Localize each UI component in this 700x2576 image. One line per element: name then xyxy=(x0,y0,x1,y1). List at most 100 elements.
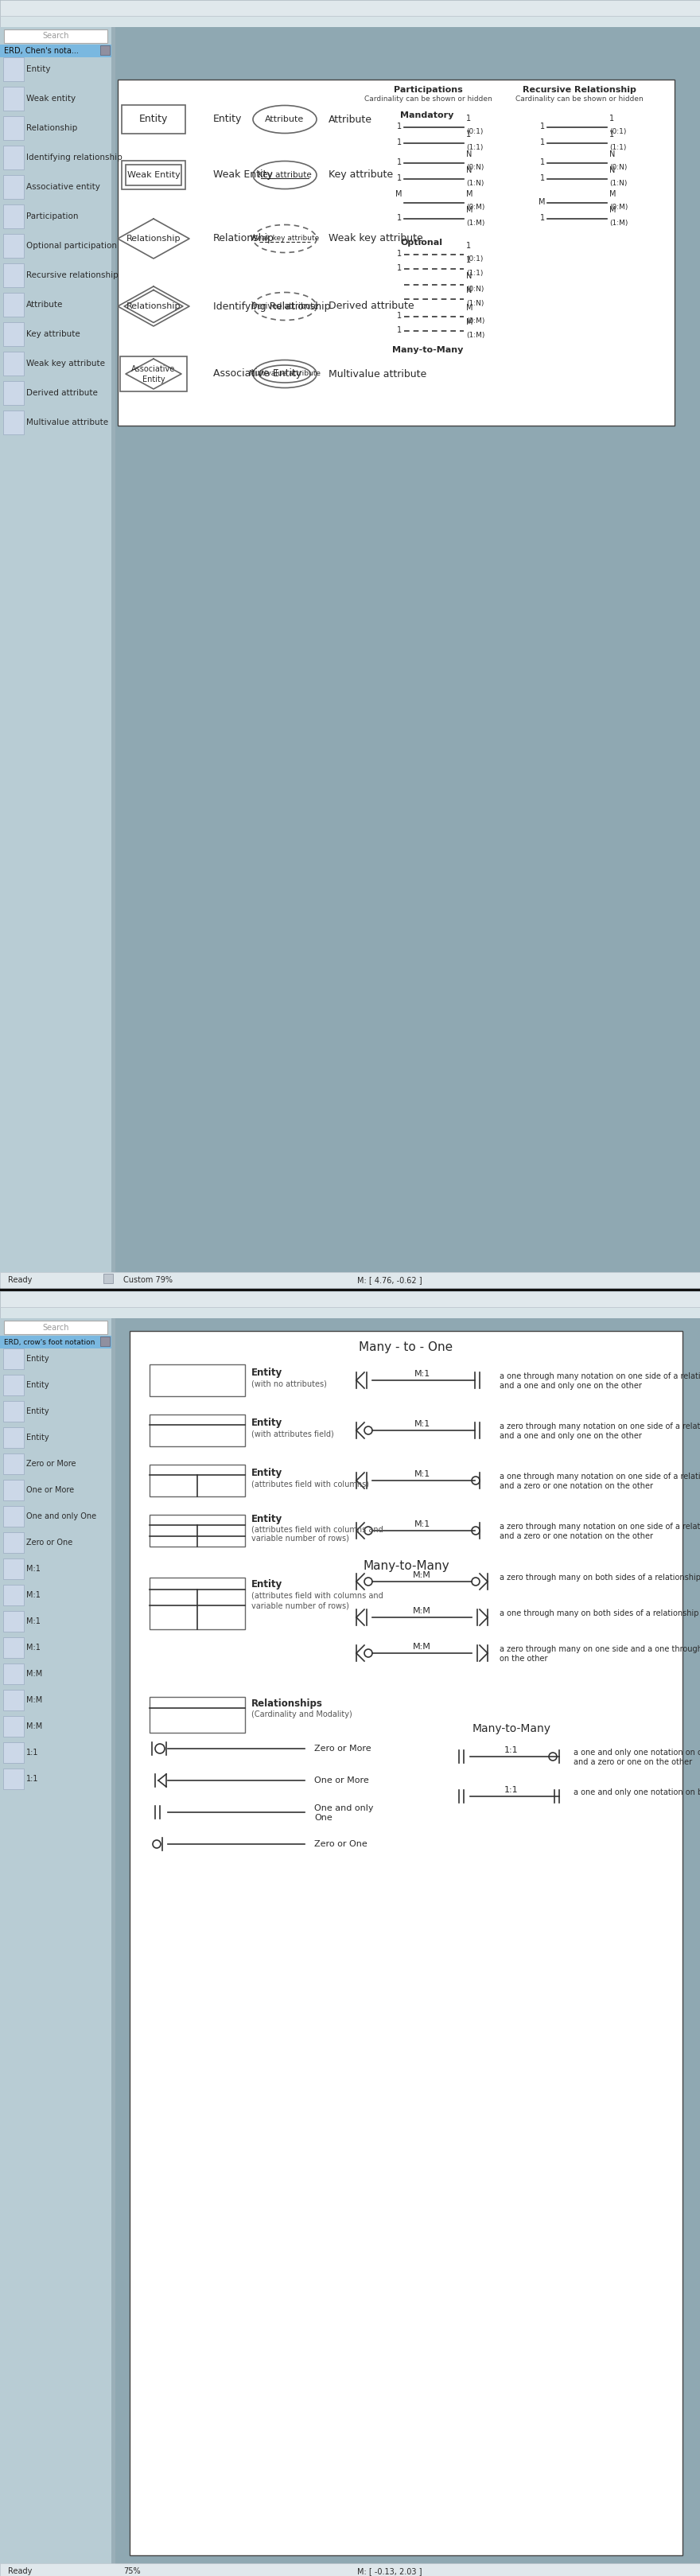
Text: and a zero or one on the other: and a zero or one on the other xyxy=(573,1759,692,1767)
Text: M: [ 4.76, -0.62 ]: M: [ 4.76, -0.62 ] xyxy=(357,1275,422,1283)
Bar xyxy=(111,1319,116,2576)
Text: Many - to - One: Many - to - One xyxy=(359,1342,453,1352)
Text: M:1: M:1 xyxy=(27,1592,41,1600)
Bar xyxy=(150,1365,245,1396)
Text: (1:M): (1:M) xyxy=(609,219,628,227)
Bar xyxy=(4,1401,24,1422)
Bar xyxy=(150,1577,245,1628)
Text: M:1: M:1 xyxy=(414,1520,430,1528)
Text: One or More: One or More xyxy=(314,1777,369,1785)
Polygon shape xyxy=(118,219,189,258)
Bar xyxy=(4,88,24,111)
Text: 1: 1 xyxy=(397,265,402,273)
Text: M:M: M:M xyxy=(413,1571,431,1579)
Text: 1: 1 xyxy=(466,113,471,124)
Text: M:1: M:1 xyxy=(27,1618,41,1625)
Text: Entity: Entity xyxy=(27,1381,49,1388)
Text: Key attribute: Key attribute xyxy=(328,170,393,180)
Bar xyxy=(4,147,24,170)
Text: (0:1): (0:1) xyxy=(466,255,483,263)
Bar xyxy=(150,1698,245,1734)
Text: Many-to-Many: Many-to-Many xyxy=(363,1558,449,1571)
Text: M:1: M:1 xyxy=(414,1370,430,1378)
Text: (0:1): (0:1) xyxy=(466,129,483,137)
Text: Associative entity: Associative entity xyxy=(27,183,100,191)
Text: M:1: M:1 xyxy=(27,1564,41,1574)
Bar xyxy=(150,1515,245,1546)
Bar xyxy=(4,1453,24,1473)
Bar xyxy=(4,1638,24,1659)
Text: M:1: M:1 xyxy=(414,1471,430,1479)
Bar xyxy=(4,1664,24,1685)
Bar xyxy=(4,1770,24,1790)
Bar xyxy=(0,1291,700,1306)
Text: Multivalue attribute: Multivalue attribute xyxy=(27,417,108,428)
Text: Associative Entity: Associative Entity xyxy=(213,368,302,379)
Text: Entity: Entity xyxy=(251,1515,283,1525)
Text: and a one and only one on the other: and a one and only one on the other xyxy=(500,1381,642,1391)
Text: 1: 1 xyxy=(397,124,402,131)
Text: Relationships: Relationships xyxy=(251,1698,323,1708)
Text: (1:N): (1:N) xyxy=(466,299,484,307)
Text: Entity: Entity xyxy=(142,376,165,384)
Text: Participation: Participation xyxy=(27,211,78,222)
Ellipse shape xyxy=(253,106,316,134)
Text: 1:1: 1:1 xyxy=(505,1785,519,1793)
Text: Search: Search xyxy=(43,33,69,41)
Text: (Cardinality and Modality): (Cardinality and Modality) xyxy=(251,1710,352,1718)
Text: 75%: 75% xyxy=(123,2568,141,2576)
Bar xyxy=(0,28,111,1288)
Bar xyxy=(0,2563,700,2576)
Bar xyxy=(4,1716,24,1736)
Text: variable number of rows): variable number of rows) xyxy=(251,1533,349,1543)
Text: a one through many notation on one side of a relationship: a one through many notation on one side … xyxy=(500,1473,700,1481)
Text: on the other: on the other xyxy=(500,1654,547,1662)
Text: (attributes field with columns and: (attributes field with columns and xyxy=(251,1592,383,1600)
Bar xyxy=(4,353,24,376)
Text: N: N xyxy=(609,167,615,175)
Text: M:M: M:M xyxy=(27,1695,43,1705)
Bar xyxy=(4,28,107,44)
Bar xyxy=(111,28,116,1288)
Bar xyxy=(0,1337,111,1347)
Text: (1:1): (1:1) xyxy=(609,144,626,152)
Bar xyxy=(126,165,181,185)
Text: (0:M): (0:M) xyxy=(466,317,484,325)
Text: Zero or More: Zero or More xyxy=(27,1461,76,1468)
Text: a one through many on both sides of a relationship: a one through many on both sides of a re… xyxy=(500,1610,699,1618)
Text: 1: 1 xyxy=(466,242,471,250)
Text: Relationship: Relationship xyxy=(213,234,274,245)
Text: a zero through many notation on one side of a relationship: a zero through many notation on one side… xyxy=(500,1422,700,1430)
Text: variable number of rows): variable number of rows) xyxy=(251,1602,349,1610)
Bar xyxy=(4,175,24,198)
Bar xyxy=(4,1376,24,1396)
Text: M:1: M:1 xyxy=(414,1419,430,1427)
Bar xyxy=(4,1584,24,1605)
Text: M: M xyxy=(609,206,616,214)
Polygon shape xyxy=(118,286,189,327)
Bar xyxy=(120,355,187,392)
Text: 1:1: 1:1 xyxy=(27,1749,38,1757)
Bar xyxy=(104,1273,113,1283)
Bar xyxy=(0,44,111,57)
Bar xyxy=(118,80,675,425)
Ellipse shape xyxy=(253,224,316,252)
Text: Recursive Relationship: Recursive Relationship xyxy=(522,85,636,93)
Bar xyxy=(4,1507,24,1528)
Text: 1: 1 xyxy=(397,250,402,258)
Bar xyxy=(4,1690,24,1710)
Text: (1:1): (1:1) xyxy=(466,144,483,152)
Text: M:1: M:1 xyxy=(27,1643,41,1651)
Bar xyxy=(100,1337,110,1347)
Bar xyxy=(4,1741,24,1762)
Text: (0:1): (0:1) xyxy=(609,129,626,137)
Text: (1:N): (1:N) xyxy=(609,180,627,188)
Text: Identifying Relationship: Identifying Relationship xyxy=(213,301,330,312)
Text: ERD, crow's foot notation: ERD, crow's foot notation xyxy=(4,1340,95,1345)
Text: ERD, Chen's nota...: ERD, Chen's nota... xyxy=(4,46,78,54)
Text: Entity: Entity xyxy=(251,1579,283,1589)
Text: (1:1): (1:1) xyxy=(466,270,483,276)
Text: M:M: M:M xyxy=(27,1669,43,1677)
Text: Many-to-Many: Many-to-Many xyxy=(393,345,463,353)
Text: a zero through many on both sides of a relationship: a zero through many on both sides of a r… xyxy=(500,1574,700,1582)
